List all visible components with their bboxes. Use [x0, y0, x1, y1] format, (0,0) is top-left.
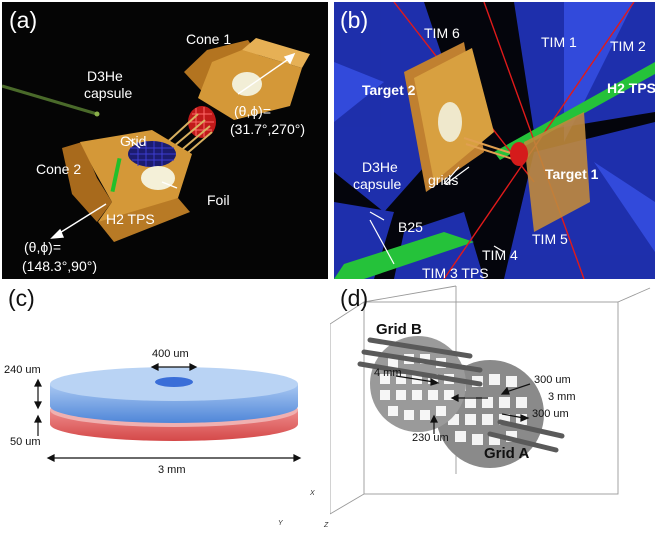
panel-c-scene [34, 363, 302, 462]
panel-d: (d) Grid B 4 mm 300 um 3 mm 300 um 230 u… [330, 284, 655, 531]
panel-d-scene [330, 285, 651, 515]
panel-d-id: (d) [340, 285, 369, 311]
foil [141, 166, 175, 190]
panel-a-id: (a) [9, 7, 38, 33]
angle2-label-2: (148.3°,90°) [22, 258, 98, 274]
tim5-label: TIM 5 [532, 231, 568, 247]
d3he-label-1: D3He [87, 68, 123, 84]
dim-230um: 230 um [412, 432, 449, 444]
panel-c-id: (c) [8, 285, 35, 311]
grids-label: grids [428, 172, 459, 188]
b25-label: B25 [398, 219, 423, 235]
panel-d-dimensions [395, 375, 531, 434]
dim-400um: 400 um [152, 348, 189, 360]
dim-3mm: 3 mm [548, 391, 576, 403]
axis-z-label: Z [324, 522, 329, 529]
tim1-label: TIM 1 [541, 34, 577, 50]
grid-label: Grid [120, 133, 147, 149]
h2tps-label: H2 TPS [607, 80, 655, 96]
grid-a-label: Grid A [484, 445, 530, 462]
dimension-lines [34, 363, 302, 462]
foil-label: Foil [207, 192, 230, 208]
grid-b-label: Grid B [376, 321, 422, 338]
cone2-side [62, 142, 112, 222]
direction-arrows [50, 52, 296, 239]
d3he-label-1: D3He [362, 159, 398, 175]
h2tps-strip [110, 157, 122, 193]
axis-y-label: Y [278, 520, 283, 527]
green-beams [334, 62, 655, 279]
dim-4mm: 4 mm [374, 367, 402, 379]
panel-b-scene [334, 2, 655, 279]
angle1-label-1: (θ,ϕ)= [234, 103, 272, 119]
panel-a-scene [2, 38, 310, 242]
panel-b: (b) TIM 6 TIM 1 TIM 2 Target 2 H2 TPS D3… [334, 2, 655, 279]
center-hole [155, 377, 193, 387]
dim-3mm: 3 mm [158, 464, 186, 476]
grid-rods [463, 137, 517, 161]
angle2-label-1: (θ,ϕ)= [24, 239, 62, 255]
dim-50um: 50 um [10, 436, 41, 448]
tim6-label: TIM 6 [424, 25, 460, 41]
cone2-base [98, 198, 190, 242]
angle1-label-2: (31.7°,270°) [230, 121, 306, 137]
tim3tps-label: TIM 3 TPS [422, 265, 489, 279]
red-grid [510, 142, 528, 166]
dim-300um-a: 300 um [534, 374, 571, 386]
panel-a: (a) Cone 1 D3He capsule (θ,ϕ)= (31.7°,27… [2, 2, 328, 279]
tim4-label: TIM 4 [482, 247, 518, 263]
capsule-stalk [2, 84, 98, 116]
d3he-label-2: capsule [84, 85, 133, 101]
panel-b-arrows [369, 166, 505, 265]
h2tps-label: H2 TPS [106, 211, 155, 227]
grid-rods [357, 337, 565, 453]
axis-x-label: X [310, 490, 315, 497]
cone1-rim [242, 38, 310, 68]
target1-body [524, 112, 590, 232]
d3he-label-2: capsule [353, 176, 402, 192]
cone2-label: Cone 2 [36, 161, 82, 177]
grid-b [370, 336, 466, 432]
cone1-label: Cone 1 [186, 31, 232, 47]
panel-b-id: (b) [340, 7, 369, 33]
dim-240um: 240 um [4, 364, 41, 376]
target2-hole [438, 102, 462, 142]
tim2-label: TIM 2 [610, 38, 646, 54]
dim-300um-b: 300 um [532, 408, 569, 420]
cone1-hole [232, 72, 262, 96]
capsule-dot [94, 111, 100, 117]
panel-c: (c) 400 um 240 um 50 um 3 mm [2, 284, 328, 531]
target1-label: Target 1 [545, 166, 599, 182]
target2-label: Target 2 [362, 82, 416, 98]
